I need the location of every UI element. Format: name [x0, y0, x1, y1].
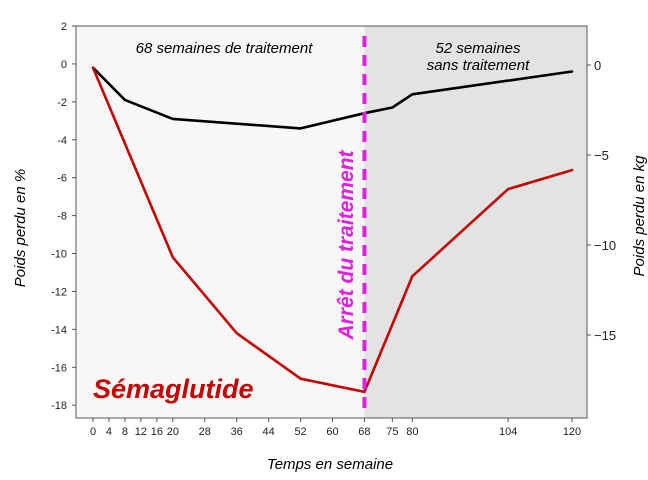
- y-axis-right: 0 −5 −10 −15: [587, 58, 616, 343]
- x-tick-label: 52: [294, 426, 306, 438]
- drug-label: Sémaglutide: [93, 374, 254, 404]
- series-line-placebo: [91, 66, 574, 130]
- x-tick-label: 36: [231, 426, 243, 438]
- y-left-tick-label: -2: [57, 97, 67, 109]
- y-left-tick-label: -6: [57, 173, 67, 185]
- y-left-tick-label: -18: [51, 400, 67, 412]
- y-right-tick-label: −10: [594, 238, 616, 253]
- plot-frame: [75, 25, 588, 419]
- x-tick-label: 8: [122, 426, 128, 438]
- x-tick-label: 68: [358, 426, 370, 438]
- series-lines: [91, 66, 574, 394]
- x-tick-label: 80: [406, 426, 418, 438]
- y-axis-left: 2 0 -2 -4 -6 -8 -10 -12 -14 -16 -18: [51, 21, 76, 412]
- x-tick-label: 0: [90, 426, 96, 438]
- treatment-stop-label: Arrêt du traitement: [335, 149, 358, 340]
- y-right-tick-label: −15: [594, 328, 616, 343]
- x-tick-label: 16: [151, 426, 163, 438]
- y-left-tick-label: -14: [51, 324, 67, 336]
- y-left-tick-label: -10: [51, 249, 67, 261]
- off-treatment-background: [364, 26, 587, 418]
- off-treatment-label-line1: 52 semaines: [435, 40, 521, 57]
- series-line-semaglutide: [91, 66, 574, 394]
- treatment-period-background: [76, 26, 365, 418]
- x-tick-label: 60: [326, 426, 338, 438]
- y-left-tick-label: -16: [51, 362, 67, 374]
- y-right-tick-label: −5: [594, 148, 609, 163]
- y-left-tick-label: -12: [51, 286, 67, 298]
- x-tick-label: 12: [135, 426, 147, 438]
- x-tick-label: 20: [167, 426, 179, 438]
- y-axis-left-title: Poids perdu en %: [12, 169, 29, 287]
- x-axis: 0 4 8 12 16 20 28 36 44 52 60 68 75 80 104 120: [90, 418, 581, 438]
- x-tick-label: 120: [563, 426, 581, 438]
- x-tick-label: 104: [499, 426, 517, 438]
- x-axis-title: Temps en semaine: [267, 456, 393, 473]
- x-tick-label: 28: [199, 426, 211, 438]
- off-treatment-label-line2: sans traitement: [427, 57, 530, 74]
- x-tick-label: 4: [106, 426, 112, 438]
- y-right-tick-label: 0: [594, 58, 601, 73]
- x-tick-label: 75: [386, 426, 398, 438]
- y-left-tick-label: 0: [61, 59, 67, 71]
- y-left-tick-label: 2: [61, 21, 67, 33]
- x-tick-label: 44: [263, 426, 275, 438]
- y-axis-right-title: Poids perdu en kg: [631, 155, 648, 277]
- y-left-tick-label: -4: [57, 135, 67, 147]
- y-left-tick-label: -8: [57, 211, 67, 223]
- treatment-period-label: 68 semaines de traitement: [136, 40, 314, 57]
